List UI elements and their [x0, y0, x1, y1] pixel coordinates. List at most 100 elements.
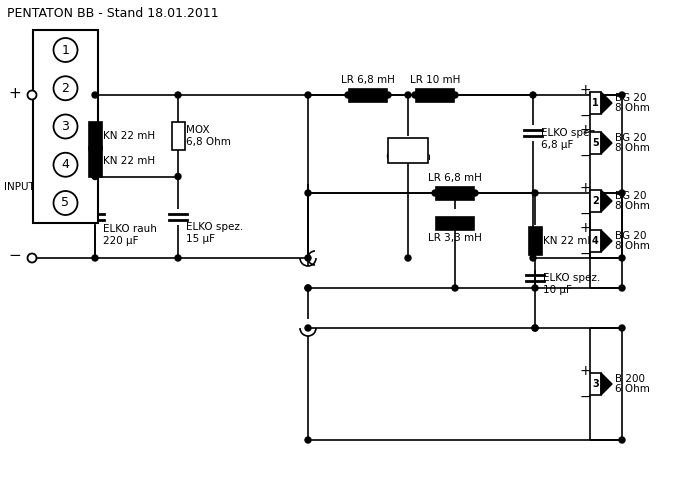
Circle shape	[619, 255, 625, 261]
Bar	[436, 217, 474, 229]
Text: −: −	[579, 390, 591, 404]
Text: 6,8 Ohm: 6,8 Ohm	[186, 137, 231, 147]
Bar	[88, 122, 102, 150]
Polygon shape	[601, 132, 612, 154]
Text: 6,8 μF: 6,8 μF	[541, 140, 573, 150]
Circle shape	[305, 437, 311, 443]
Bar	[172, 122, 185, 150]
Text: 6,8 Ohm: 6,8 Ohm	[386, 152, 430, 162]
Text: 2: 2	[592, 196, 599, 206]
Circle shape	[345, 92, 351, 98]
Text: ELKO spez.: ELKO spez.	[186, 222, 244, 232]
Circle shape	[619, 92, 625, 98]
Circle shape	[53, 153, 78, 177]
Circle shape	[53, 38, 78, 62]
Circle shape	[27, 90, 36, 100]
Circle shape	[619, 325, 625, 331]
Text: BG 20: BG 20	[615, 191, 647, 201]
Circle shape	[532, 190, 538, 196]
Text: +: +	[579, 123, 591, 137]
Text: 8 Ohm: 8 Ohm	[615, 143, 650, 153]
Circle shape	[175, 255, 181, 261]
Bar	[590, 373, 601, 395]
Circle shape	[530, 255, 536, 261]
Circle shape	[405, 255, 411, 261]
Text: 5: 5	[592, 138, 599, 148]
Text: 5: 5	[62, 197, 69, 209]
Text: +: +	[579, 181, 591, 195]
Text: 8 Ohm: 8 Ohm	[615, 103, 650, 113]
Text: INPUT: INPUT	[4, 182, 35, 192]
Circle shape	[530, 92, 536, 98]
Text: BG 20: BG 20	[615, 231, 647, 241]
Text: ELKO spez.: ELKO spez.	[543, 273, 601, 283]
Circle shape	[305, 285, 311, 291]
Text: −: −	[579, 247, 591, 261]
Bar	[590, 92, 601, 114]
Bar	[528, 226, 542, 255]
Circle shape	[53, 76, 78, 100]
Circle shape	[92, 92, 98, 98]
Circle shape	[452, 285, 458, 291]
Text: 8 Ohm: 8 Ohm	[615, 241, 650, 251]
Text: 3: 3	[592, 379, 599, 389]
Text: 220 μF: 220 μF	[103, 236, 139, 246]
Text: LR 6,8 mH: LR 6,8 mH	[341, 75, 395, 85]
Text: 1: 1	[62, 43, 69, 57]
Circle shape	[432, 190, 438, 196]
Text: −: −	[8, 248, 22, 264]
Text: −: −	[579, 109, 591, 123]
Text: BG 20: BG 20	[615, 93, 647, 103]
Circle shape	[385, 92, 391, 98]
Circle shape	[619, 437, 625, 443]
Circle shape	[27, 253, 36, 263]
Text: LR 3,3 mH: LR 3,3 mH	[428, 233, 482, 243]
Text: 10 μF: 10 μF	[543, 285, 572, 295]
Bar	[590, 190, 601, 212]
Text: 15 μF: 15 μF	[186, 234, 215, 244]
Text: +: +	[8, 85, 22, 101]
Circle shape	[53, 115, 78, 139]
Polygon shape	[601, 230, 612, 252]
Text: LR 10 mH: LR 10 mH	[410, 75, 460, 85]
Circle shape	[619, 190, 625, 196]
Text: 8 Ohm: 8 Ohm	[615, 201, 650, 211]
Circle shape	[452, 92, 458, 98]
Bar	[590, 230, 601, 252]
Text: 6 Ohm: 6 Ohm	[615, 384, 650, 394]
Text: PENTATON BB - Stand 18.01.2011: PENTATON BB - Stand 18.01.2011	[7, 7, 218, 20]
Text: 1: 1	[592, 98, 599, 108]
Bar	[349, 88, 387, 102]
Circle shape	[472, 190, 478, 196]
Text: ELKO rauh: ELKO rauh	[103, 224, 157, 234]
Circle shape	[53, 191, 78, 215]
Polygon shape	[601, 190, 612, 212]
Text: 3: 3	[62, 120, 69, 133]
Circle shape	[305, 190, 311, 196]
Polygon shape	[601, 92, 612, 114]
Circle shape	[92, 255, 98, 261]
Text: KN 22 mH: KN 22 mH	[543, 236, 595, 245]
Text: +: +	[579, 221, 591, 235]
Text: BG 20: BG 20	[615, 133, 647, 143]
Circle shape	[412, 92, 418, 98]
Text: +: +	[579, 83, 591, 97]
Bar	[590, 132, 601, 154]
Text: 4: 4	[62, 158, 69, 171]
Text: −: −	[579, 207, 591, 221]
Circle shape	[532, 325, 538, 331]
Bar	[436, 186, 474, 200]
Circle shape	[92, 174, 98, 180]
Text: LR 6,8 mH: LR 6,8 mH	[428, 173, 482, 183]
Circle shape	[532, 325, 538, 331]
Bar	[33, 30, 98, 223]
Text: MOX: MOX	[396, 140, 420, 150]
Circle shape	[305, 255, 311, 261]
Circle shape	[175, 92, 181, 98]
Text: −: −	[579, 149, 591, 163]
Circle shape	[405, 92, 411, 98]
Circle shape	[305, 325, 311, 331]
Text: KN 22 mH: KN 22 mH	[103, 131, 155, 141]
Circle shape	[619, 285, 625, 291]
Bar	[388, 138, 428, 163]
